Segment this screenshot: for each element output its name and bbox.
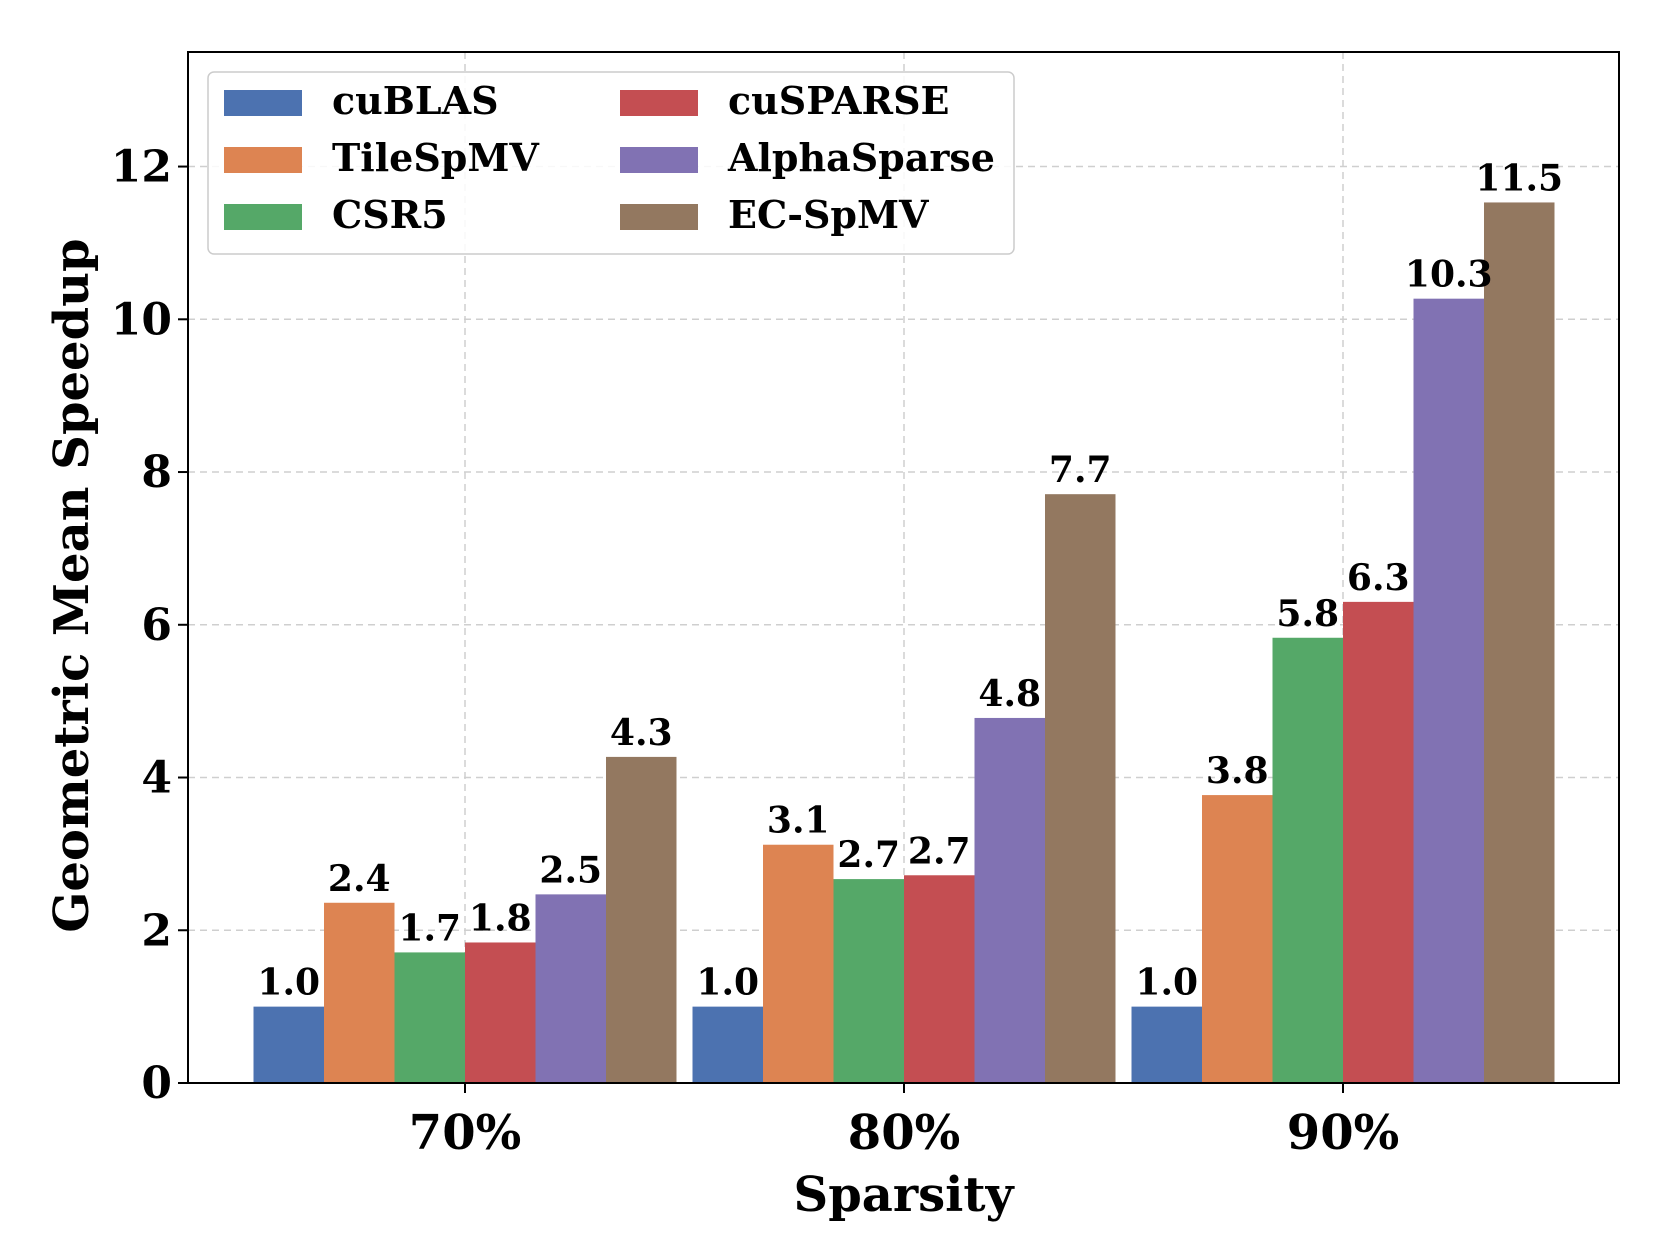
legend-label-cublas: cuBLAS <box>332 78 499 123</box>
bar-ec-spmv-90pct <box>1484 202 1555 1083</box>
y-tick-label: 6 <box>141 600 172 651</box>
bar-value-label: 1.0 <box>1135 962 1198 1004</box>
legend-swatch-ec-spmv <box>620 204 698 230</box>
bar-ec-spmv-80pct <box>1045 494 1116 1083</box>
x-tick-label: 90% <box>1287 1105 1399 1161</box>
bar-csr5-90pct <box>1272 637 1343 1083</box>
bar-cusparse-80pct <box>904 875 975 1083</box>
y-axis-ticks: 0 2 4 6 8 10 12 <box>111 142 188 1109</box>
legend-swatch-csr5 <box>224 204 302 230</box>
bar-value-label: 2.7 <box>908 830 971 872</box>
bar-value-label: 4.3 <box>610 712 673 754</box>
legend-label-cusparse: cuSPARSE <box>728 78 950 123</box>
bar-cublas-90pct <box>1131 1006 1202 1083</box>
y-tick-label: 10 <box>111 294 172 345</box>
bar-cublas-80pct <box>692 1006 763 1083</box>
bar-csr5-80pct <box>833 879 904 1083</box>
bar-value-label: 2.4 <box>328 858 391 900</box>
bar-value-label: 1.7 <box>398 907 461 949</box>
y-tick-label: 8 <box>141 447 172 498</box>
legend-label-csr5: CSR5 <box>332 192 448 237</box>
bar-cublas-70pct <box>253 1006 324 1083</box>
bar-value-label: 2.5 <box>539 849 602 891</box>
legend-label-ec-spmv: EC-SpMV <box>728 192 930 237</box>
bar-csr5-70pct <box>394 952 465 1083</box>
y-tick-label: 12 <box>111 142 172 193</box>
bar-tilespmv-90pct <box>1202 795 1273 1083</box>
bar-alphasparse-70pct <box>535 894 606 1083</box>
legend: cuBLAS TileSpMV CSR5 cuSPARSE AlphaSparse EC-… <box>207 71 1015 255</box>
x-axis-title: Sparsity <box>794 1167 1016 1223</box>
bar-cusparse-70pct <box>465 942 536 1083</box>
bar-value-label: 4.8 <box>978 673 1041 715</box>
x-tick-label: 80% <box>848 1105 960 1161</box>
bars <box>253 202 1555 1084</box>
bar-value-label: 1.8 <box>469 897 532 939</box>
legend-swatch-cublas <box>224 90 302 116</box>
y-tick-label: 4 <box>141 753 172 804</box>
bar-value-label: 3.1 <box>767 800 830 842</box>
bar-alphasparse-90pct <box>1413 298 1484 1084</box>
x-axis-ticks: 70% 80% 90% <box>409 1083 1399 1161</box>
bar-tilespmv-70pct <box>324 902 395 1083</box>
bar-value-label: 1.0 <box>257 962 320 1004</box>
legend-label-alphasparse: AlphaSparse <box>727 135 995 180</box>
bar-value-label: 6.3 <box>1347 557 1410 599</box>
bar-tilespmv-80pct <box>763 844 834 1083</box>
bar-cusparse-90pct <box>1343 601 1414 1083</box>
bar-value-label: 10.3 <box>1405 254 1493 296</box>
x-tick-label: 70% <box>409 1105 521 1161</box>
y-tick-label: 2 <box>141 905 172 956</box>
bar-alphasparse-80pct <box>974 717 1045 1083</box>
bar-value-label: 2.7 <box>837 834 900 876</box>
bar-value-label: 5.8 <box>1276 593 1339 635</box>
y-axis-title: Geometric Mean Speedup <box>44 238 100 932</box>
bar-value-label: 11.5 <box>1475 157 1563 199</box>
legend-swatch-alphasparse <box>620 147 698 173</box>
legend-label-tilespmv: TileSpMV <box>332 135 540 180</box>
legend-swatch-tilespmv <box>224 147 302 173</box>
bar-value-label: 7.7 <box>1049 449 1112 491</box>
bar-ec-spmv-70pct <box>606 756 677 1083</box>
legend-swatch-cusparse <box>620 90 698 116</box>
y-tick-label: 0 <box>141 1058 172 1109</box>
legend-frame <box>207 71 1015 255</box>
bar-value-label: 1.0 <box>696 962 759 1004</box>
bar-value-label: 3.8 <box>1206 750 1269 792</box>
bar-value-labels: 1.02.41.7 1.82.54.31.03.12.7 2.74.87.71.03… <box>257 157 1563 1003</box>
